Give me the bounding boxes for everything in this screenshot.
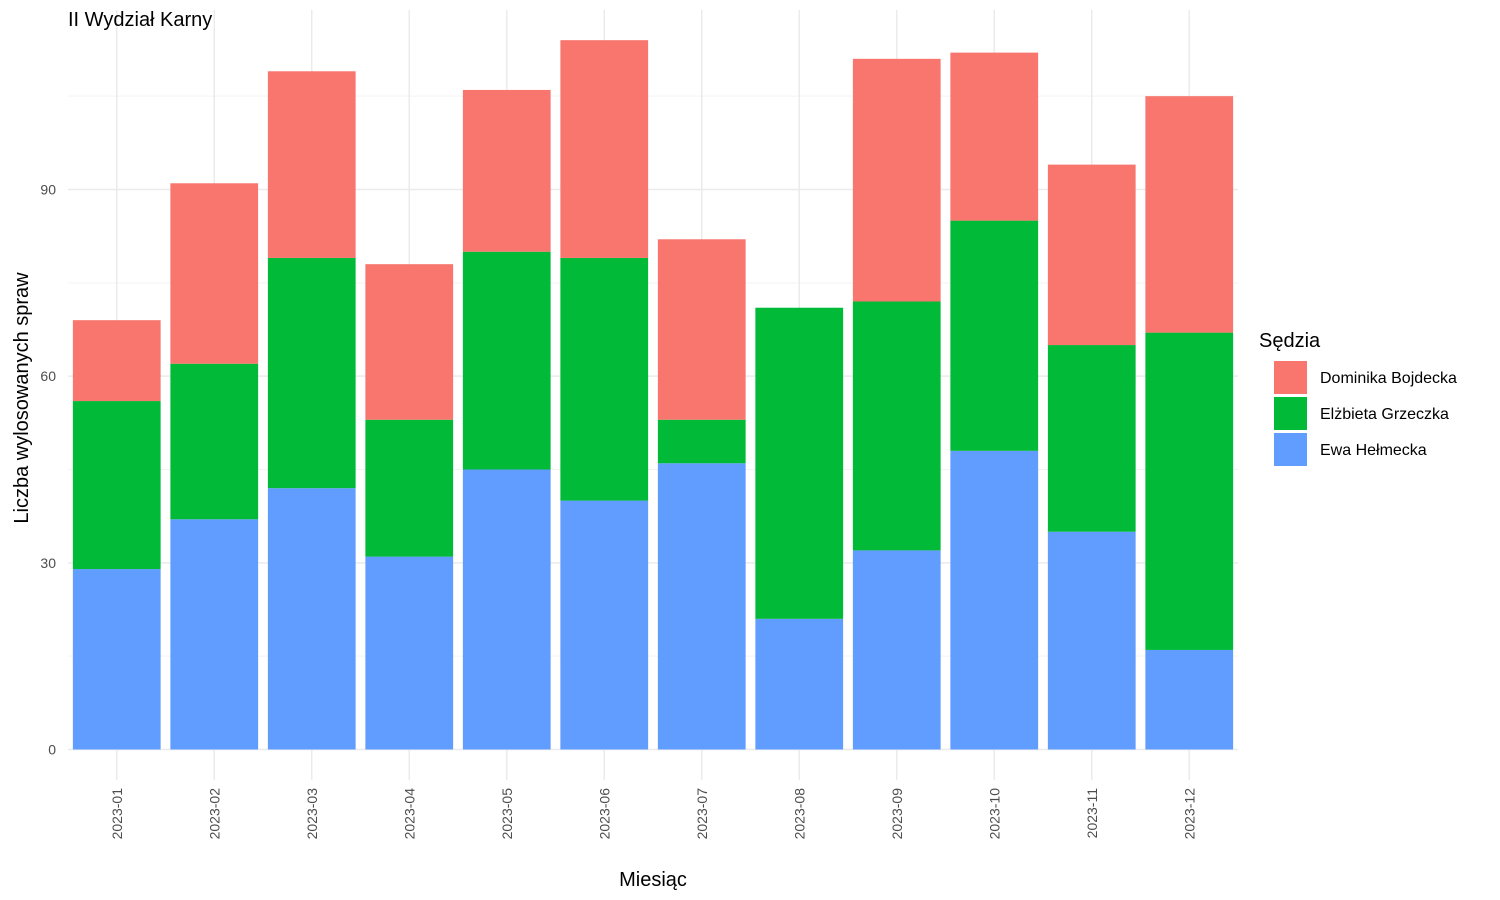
legend-label: Ewa Hełmecka	[1320, 442, 1427, 459]
bar-segment	[560, 257, 649, 501]
x-axis-title: Miesiąc	[619, 869, 687, 891]
x-tick-label: 2023-05	[499, 788, 515, 840]
x-tick-label: 2023-08	[791, 788, 807, 840]
bar-segment	[1047, 164, 1136, 346]
bar-segment	[852, 550, 941, 750]
bar-segment	[170, 183, 259, 364]
bar-segment	[267, 71, 356, 258]
bar-segment	[560, 500, 649, 750]
bar-segment	[365, 556, 454, 750]
x-tick-label: 2023-02	[206, 788, 222, 840]
bar-segment	[1145, 332, 1234, 650]
bars	[72, 40, 1234, 750]
bar-segment	[560, 40, 649, 258]
x-tick-label: 2023-10	[986, 788, 1002, 840]
bar-segment	[72, 401, 161, 570]
bar-segment	[950, 52, 1039, 221]
bar-segment	[365, 264, 454, 420]
bar-segment	[170, 363, 259, 520]
y-tick-label: 0	[48, 742, 56, 758]
legend-swatch	[1274, 433, 1307, 466]
bar-segment	[267, 257, 356, 489]
y-axis-ticks: 0 30 60 90	[40, 182, 56, 758]
legend-label: Dominika Bojdecka	[1320, 370, 1457, 387]
bar-segment	[462, 251, 551, 470]
legend-swatch	[1274, 397, 1307, 430]
bar-segment	[852, 58, 941, 302]
bar-segment	[1047, 531, 1136, 750]
bar-segment	[72, 569, 161, 750]
y-axis-title: Liczba wylosowanych spraw	[11, 272, 33, 524]
bar-segment	[170, 519, 259, 750]
bar-segment	[657, 419, 746, 464]
x-tick-label: 2023-03	[304, 788, 320, 840]
y-tick-label: 90	[40, 182, 56, 198]
bar-segment	[1047, 345, 1136, 532]
x-tick-label: 2023-06	[596, 788, 612, 840]
legend-swatch	[1274, 361, 1307, 394]
x-tick-label: 2023-11	[1084, 788, 1100, 839]
bar-segment	[72, 320, 161, 402]
bar-segment	[657, 463, 746, 750]
bar-segment	[267, 488, 356, 750]
x-tick-label: 2023-09	[889, 788, 905, 840]
bar-segment	[950, 220, 1039, 451]
bar-segment	[755, 307, 844, 619]
legend: Sędzia Dominika Bojdecka Elżbieta Grzeczk…	[1259, 330, 1457, 466]
bar-segment	[657, 239, 746, 420]
x-tick-label: 2023-12	[1181, 788, 1197, 840]
bar-segment	[755, 618, 844, 750]
bar-segment	[950, 450, 1039, 750]
legend-title: Sędzia	[1259, 330, 1321, 352]
x-tick-label: 2023-04	[401, 788, 417, 840]
y-tick-label: 60	[40, 368, 56, 384]
bar-segment	[852, 301, 941, 551]
bar-segment	[365, 419, 454, 557]
bar-segment	[462, 89, 551, 252]
legend-label: Elżbieta Grzeczka	[1320, 406, 1449, 423]
bar-segment	[1145, 649, 1234, 750]
x-axis-ticks: 2023-01 2023-02 2023-03 2023-04 2023-05 2023-…	[109, 788, 1198, 840]
bar-segment	[462, 469, 551, 750]
chart-title: II Wydział Karny	[68, 9, 212, 31]
y-tick-label: 30	[40, 555, 56, 571]
x-tick-label: 2023-07	[694, 788, 710, 840]
x-tick-label: 2023-01	[109, 788, 125, 840]
bar-segment	[1145, 96, 1234, 333]
